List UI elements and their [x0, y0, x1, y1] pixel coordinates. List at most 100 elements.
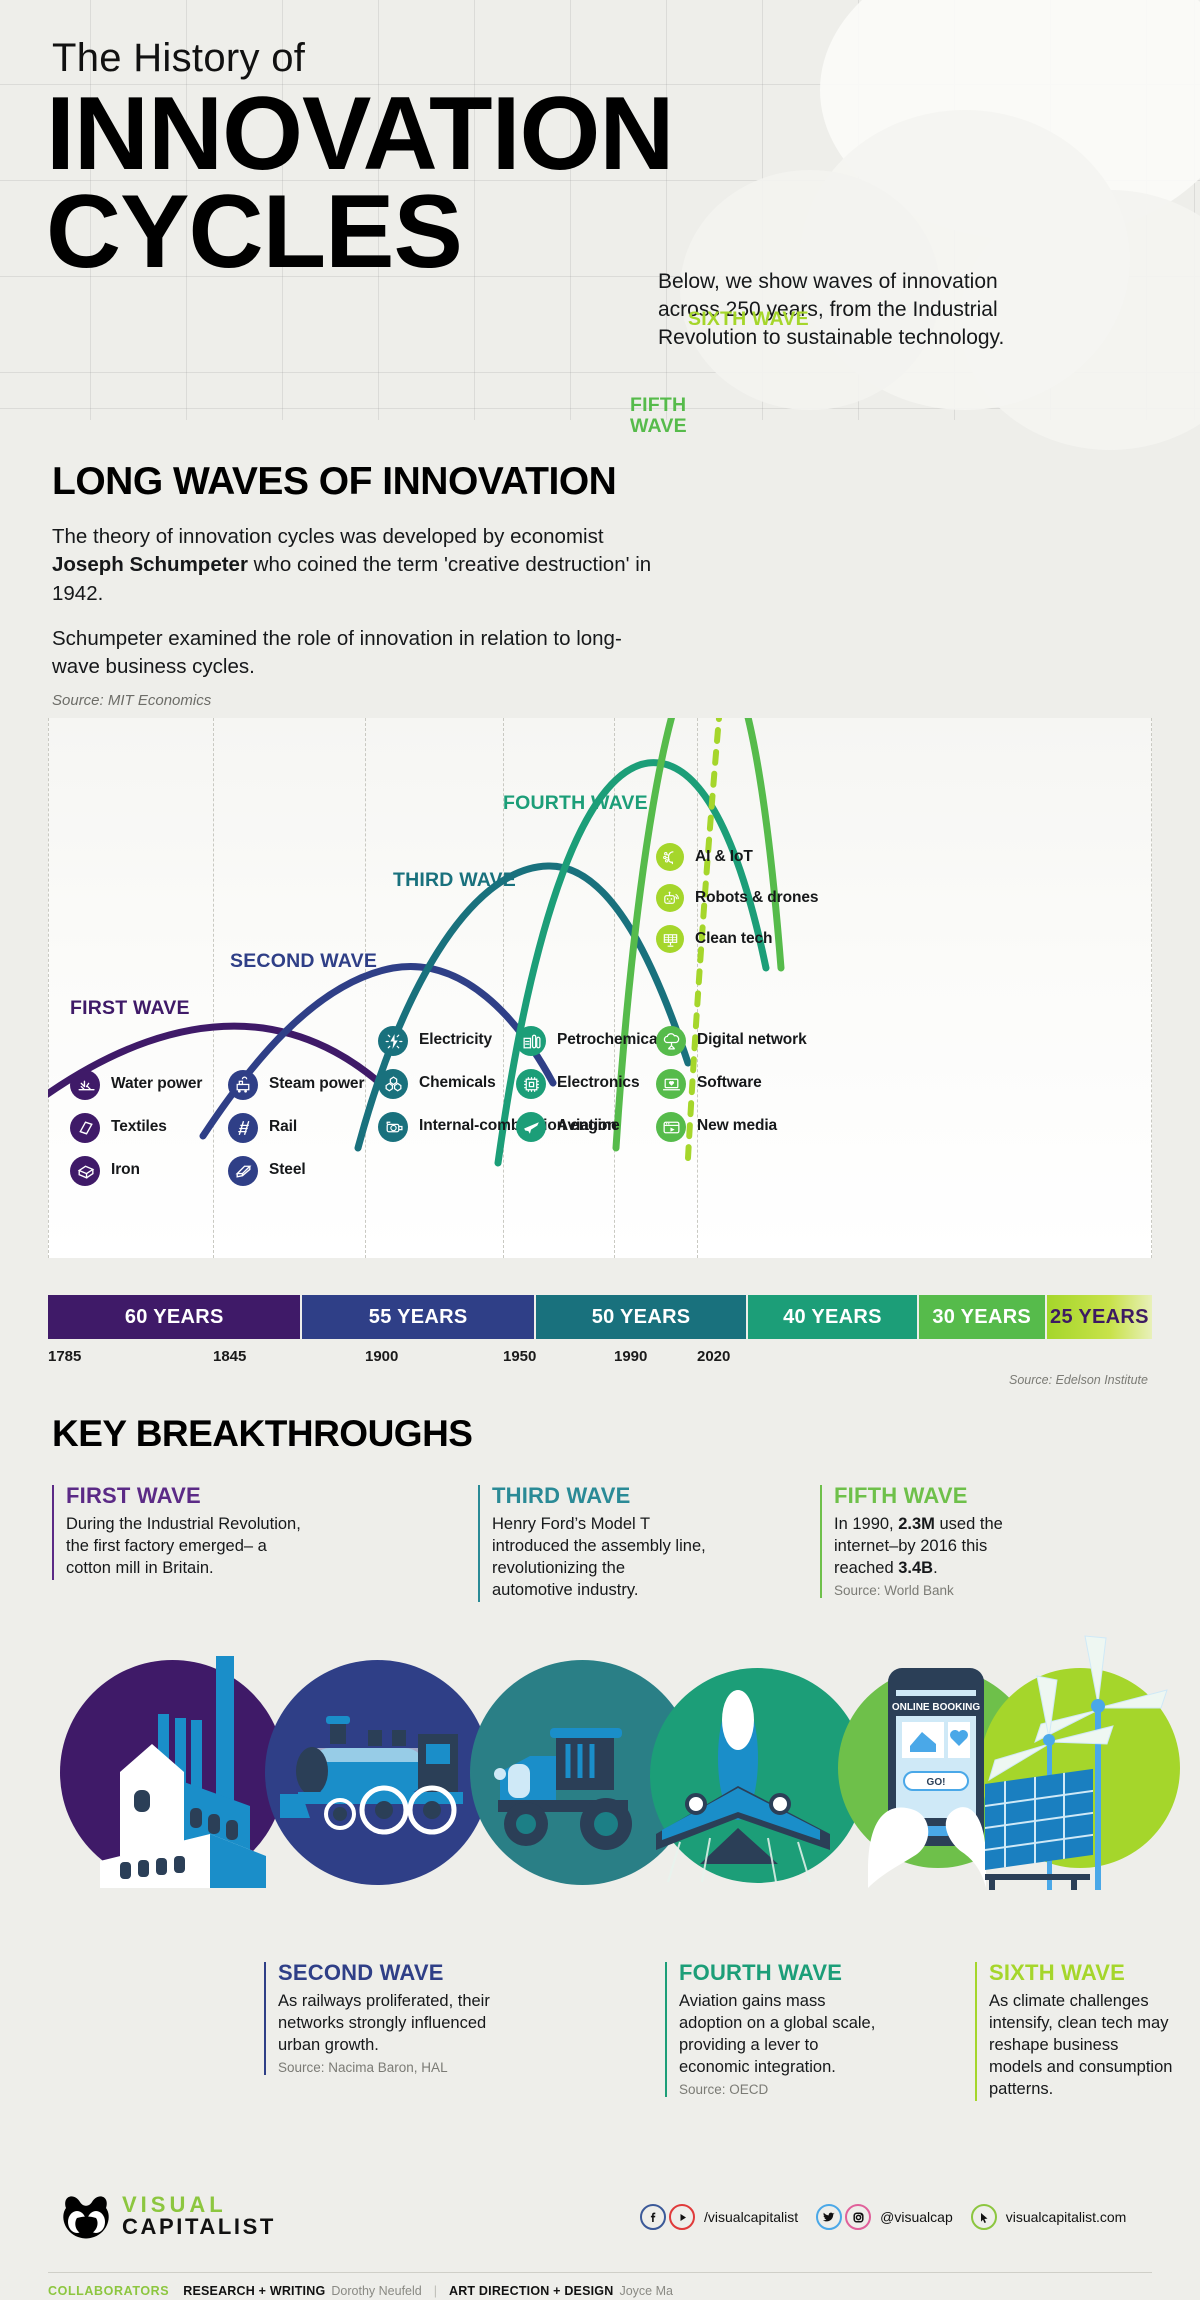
twitter-icon[interactable] — [816, 2204, 843, 2230]
innovation-label: Software — [697, 1074, 762, 1091]
long-waves-paragraph-1: The theory of innovation cycles was deve… — [52, 525, 652, 605]
innovation-item: Software — [656, 1069, 807, 1099]
innovation-waves-chart: FIRST WAVE SECOND WAVE THIRD WAVE FOURTH… — [48, 308, 1152, 1318]
social-group-instagram[interactable]: @visualcap — [816, 2204, 953, 2230]
duration-segment: 60 YEARS — [48, 1295, 303, 1339]
visual-capitalist-mark-icon — [63, 2196, 109, 2239]
innovation-item: Textiles — [70, 1113, 202, 1143]
rail-icon — [237, 1120, 249, 1135]
wave-label-third: THIRD WAVE — [393, 869, 516, 891]
innovation-item: Electronics — [516, 1069, 670, 1099]
breakthrough-card-fourth-wave: FOURTH WAVE Aviation gains mass adoption… — [665, 1960, 880, 2097]
brand-line-1: VISUAL — [122, 2192, 227, 2217]
innovation-label: Rail — [269, 1118, 298, 1135]
year-tick-2020: 2020 — [697, 1348, 731, 1365]
innovation-item: Chemicals — [378, 1069, 620, 1099]
laptop-icon — [662, 1078, 680, 1090]
ai-brain-icon — [656, 843, 684, 871]
innovation-label: Digital network — [697, 1031, 807, 1048]
facebook-icon[interactable] — [640, 2204, 666, 2230]
new-media-icon — [663, 1121, 679, 1133]
innovation-label: Robots & drones — [695, 889, 819, 906]
innovation-item: Electricity — [378, 1026, 620, 1056]
electricity-icon — [378, 1026, 408, 1056]
footer-divider — [48, 2272, 1152, 2273]
cursor-icon[interactable] — [970, 2204, 997, 2230]
innovation-item: Digital network — [656, 1026, 807, 1056]
header: The History of INNOVATION CYCLES Below, … — [0, 0, 1200, 430]
innovation-item: Clean tech — [656, 925, 818, 953]
innovation-label: Electronics — [557, 1074, 640, 1091]
long-waves-paragraph-2: Schumpeter examined the role of innovati… — [52, 627, 622, 679]
card-body: In 1990, 2.3M used the internet–by 2016 … — [834, 1515, 1003, 1577]
footer: VISUAL CAPITALIST /visualcapitalist — [0, 2180, 1200, 2300]
instagram-icon[interactable] — [845, 2204, 872, 2230]
icon-column-fourth-wave: Petrochemicals Electronics Aviation — [516, 1026, 670, 1155]
card-body: As railways proliferated, their networks… — [278, 1992, 490, 2054]
rail-icon — [228, 1113, 258, 1143]
card-source: Source: Nacima Baron, HAL — [278, 2059, 448, 2075]
main-title-line1: INNOVATION — [46, 76, 674, 192]
smartphone-online-booking-illustration: ONLINE BOOKING GO! — [868, 1668, 986, 1888]
duration-bar: 60 YEARS 55 YEARS 50 YEARS 40 YEARS 30 YEARS… — [48, 1295, 1153, 1339]
pretitle: The History of — [52, 36, 306, 80]
laptop-icon — [656, 1069, 686, 1099]
engine-icon — [378, 1112, 408, 1142]
petrochemical-plant-icon — [523, 1034, 541, 1048]
airplane-illustration — [656, 1690, 830, 1883]
wave-label-second: SECOND WAVE — [230, 950, 378, 972]
gridline-1950 — [503, 718, 504, 1258]
card-heading: SIXTH WAVE — [989, 1960, 1126, 1985]
youtube-icon[interactable] — [669, 2204, 695, 2230]
textiles-icon — [78, 1120, 93, 1135]
card-heading: FIFTH WAVE — [834, 1483, 968, 1508]
card-body: As climate challenges intensify, clean t… — [989, 1992, 1173, 2098]
credit-name-1: Dorothy Neufeld — [331, 2284, 422, 2298]
microchip-icon — [516, 1069, 546, 1099]
gridline-1900 — [365, 718, 366, 1258]
card-body: Henry Ford’s Model T introduced the asse… — [492, 1515, 706, 1599]
innovation-item: Robots & drones — [656, 884, 818, 912]
social-links: /visualcapitalist @visualcap visualcapit… — [640, 2204, 1144, 2230]
collaborators: COLLABORATORS RESEARCH + WRITING Dorothy… — [48, 2284, 685, 2298]
duration-segment: 30 YEARS — [918, 1295, 1047, 1339]
gridline-right-edge — [1151, 718, 1152, 1258]
gridline-2020 — [697, 718, 698, 1258]
steel-beam-icon — [228, 1156, 258, 1186]
innovation-label: Aviation — [557, 1117, 617, 1134]
chart-source: Source: Edelson Institute — [1009, 1373, 1148, 1387]
duration-segment: 55 YEARS — [302, 1295, 536, 1339]
wave-label-fifth: FIFTH WAVE — [630, 394, 687, 438]
intro-paragraph: Below, we show waves of innovation acros… — [658, 270, 1005, 349]
airplane-icon — [516, 1112, 546, 1142]
innovation-label: Steel — [269, 1161, 306, 1178]
year-tick-1785: 1785 — [48, 1348, 82, 1365]
phone-go-button-label: GO! — [927, 1777, 946, 1788]
petrochemical-plant-icon — [516, 1026, 546, 1056]
solar-panel-wind-turbine-illustration — [985, 1635, 1168, 1890]
innovation-item: Petrochemicals — [516, 1026, 670, 1056]
engine-icon — [386, 1121, 403, 1132]
long-waves-section-title: LONG WAVES OF INNOVATION — [52, 460, 617, 503]
innovation-item: Steam power — [228, 1070, 364, 1100]
breakthrough-card-second-wave: SECOND WAVE As railways proliferated, th… — [264, 1960, 524, 2075]
phone-screen-label: ONLINE BOOKING — [892, 1702, 981, 1713]
card-body: Aviation gains mass adoption on a global… — [679, 1992, 876, 2076]
ai-brain-icon — [662, 850, 673, 864]
decorative-blob — [680, 170, 940, 410]
gridline-1845 — [213, 718, 214, 1258]
chemicals-icon — [385, 1075, 401, 1092]
card-source: Source: OECD — [679, 2081, 769, 2097]
iron-icon — [70, 1156, 100, 1186]
wave-label-sixth: SIXTH WAVE — [688, 308, 809, 330]
social-group-website[interactable]: visualcapitalist.com — [970, 2204, 1126, 2230]
social-group-youtube[interactable]: /visualcapitalist — [640, 2204, 798, 2230]
water-power-icon — [78, 1080, 95, 1090]
visual-capitalist-logo[interactable]: VISUAL CAPITALIST — [60, 2192, 276, 2240]
innovation-label: Electricity — [419, 1031, 492, 1048]
breakthroughs-section-title: KEY BREAKTHROUGHS — [52, 1413, 473, 1454]
duration-segment: 50 YEARS — [535, 1295, 749, 1339]
long-waves-source: Source: MIT Economics — [52, 692, 212, 709]
new-media-icon — [656, 1112, 686, 1142]
